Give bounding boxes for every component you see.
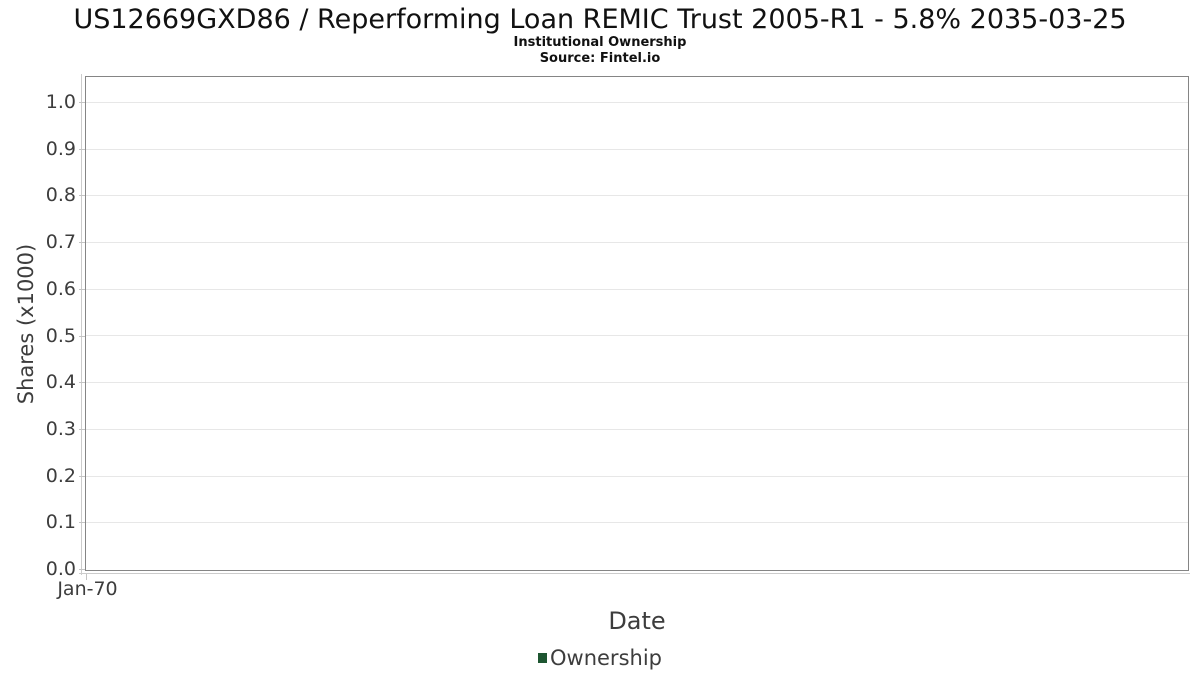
y-tick-mark — [79, 429, 85, 430]
gridline-0.8 — [86, 195, 1188, 196]
legend: Ownership — [0, 646, 1200, 670]
chart-title: US12669GXD86 / Reperforming Loan REMIC T… — [73, 4, 1127, 35]
y-tick-mark — [79, 569, 85, 570]
gridline-0.7 — [86, 242, 1188, 243]
gridline-0.3 — [86, 429, 1188, 430]
legend-item-ownership: Ownership — [550, 646, 662, 670]
plot-area — [85, 76, 1189, 571]
gridline-0.1 — [86, 522, 1188, 523]
ownership-series-swatch-icon — [538, 653, 547, 663]
x-tick-label: Jan-70 — [57, 578, 118, 600]
y-tick-label: 0.9 — [45, 138, 76, 160]
y-tick-mark — [79, 476, 85, 477]
y-tick-label: 0.0 — [45, 558, 76, 580]
x-tick-mark — [86, 574, 87, 580]
y-tick-label: 0.1 — [45, 511, 76, 533]
y-tick-label: 1.0 — [45, 91, 76, 113]
y-tick-label: 0.7 — [45, 231, 76, 253]
gridline-0.9 — [86, 149, 1188, 150]
gridline-0.4 — [86, 382, 1188, 383]
y-tick-mark — [79, 149, 85, 150]
gridline-0.5 — [86, 335, 1188, 336]
x-axis-line — [79, 573, 1190, 574]
y-tick-label: 0.5 — [45, 325, 76, 347]
chart-subtitle: Institutional Ownership — [513, 35, 687, 50]
y-tick-mark — [79, 522, 85, 523]
gridline-0.2 — [86, 476, 1188, 477]
y-tick-mark — [79, 102, 85, 103]
y-tick-label: 0.6 — [45, 278, 76, 300]
x-axis-label: Date — [608, 607, 666, 635]
y-tick-label: 0.8 — [45, 184, 76, 206]
gridline-0.6 — [86, 289, 1188, 290]
y-tick-mark — [79, 289, 85, 290]
y-tick-label: 0.2 — [45, 465, 76, 487]
y-tick-label: 0.3 — [45, 418, 76, 440]
y-tick-mark — [79, 242, 85, 243]
y-tick-mark — [79, 382, 85, 383]
y-tick-mark — [79, 336, 85, 337]
gridline-1.0 — [86, 102, 1188, 103]
y-axis-line — [81, 74, 82, 575]
chart-source: Source: Fintel.io — [539, 51, 661, 66]
y-tick-mark — [79, 195, 85, 196]
y-tick-label: 0.4 — [45, 371, 76, 393]
